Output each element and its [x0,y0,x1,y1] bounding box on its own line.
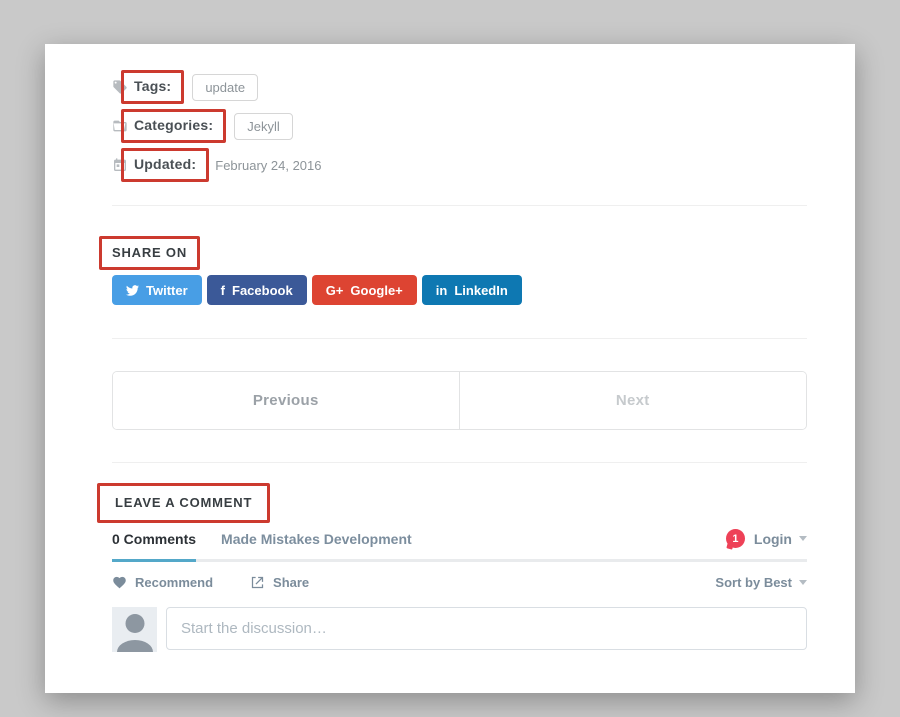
share-buttons-row: Twitter f Facebook G+ Google+ in LinkedI… [112,275,807,305]
comments-action-row: Recommend Share Sort by Best [112,575,807,590]
share-thread-label: Share [273,575,310,590]
annotation-box-updated: Updated: [121,148,210,182]
google-plus-button-label: Google+ [350,282,403,298]
post-footer-card: Tags: update Categories: Jekyll Updated:… [45,44,855,693]
tags-row: Tags: update [112,70,807,104]
chevron-down-icon [799,580,807,585]
twitter-share-button[interactable]: Twitter [112,275,202,305]
previous-post-link[interactable]: Previous [113,372,460,429]
login-notification-badge: 1 [725,529,745,548]
updated-date: February 24, 2016 [215,157,322,173]
comment-composer [112,607,807,652]
sort-by-dropdown[interactable]: Sort by Best [715,575,807,590]
facebook-button-label: Facebook [232,282,293,298]
heart-icon [113,576,126,589]
twitter-bird-icon [126,284,139,297]
divider [112,338,807,339]
share-export-icon [251,576,264,589]
comments-tab-bar [112,559,807,562]
active-tab-underline [112,559,196,562]
leave-a-comment-heading: LEAVE A COMMENT [115,495,253,510]
recommend-label: Recommend [135,575,214,590]
google-plus-share-button[interactable]: G+ Google+ [311,275,417,305]
sort-by-label: Sort by Best [715,575,792,590]
comment-input[interactable] [166,607,807,650]
share-thread-button[interactable]: Share [250,575,309,590]
tags-label: Tags: [134,78,172,94]
chevron-down-icon[interactable] [799,536,807,541]
tag-pill-update[interactable]: update [192,73,259,101]
facebook-f-icon: f [220,282,225,298]
google-plus-icon: G+ [325,282,344,298]
divider [112,205,807,206]
avatar [112,607,157,652]
comments-header: 0 Comments Made Mistakes Development 1 L… [112,529,807,548]
annotation-box-leave-a-comment: LEAVE A COMMENT [97,483,271,523]
community-name: Made Mistakes Development [221,530,412,547]
linkedin-button-label: LinkedIn [454,282,508,298]
annotation-box-categories: Categories: [121,109,227,143]
comment-count: 0 Comments [112,530,197,547]
categories-label: Categories: [134,117,214,133]
facebook-share-button[interactable]: f Facebook [206,275,307,305]
share-on-heading: SHARE ON [112,245,188,260]
recommend-button[interactable]: Recommend [112,575,213,590]
divider [112,462,807,463]
twitter-button-label: Twitter [146,282,188,298]
annotation-box-tags: Tags: [121,70,185,104]
login-menu[interactable]: Login [753,530,792,547]
annotation-box-share-on: SHARE ON [99,236,201,270]
avatar-head-shape [125,614,144,633]
linkedin-share-button[interactable]: in LinkedIn [421,275,522,305]
updated-row: Updated: February 24, 2016 [112,148,807,182]
categories-row: Categories: Jekyll [112,109,807,143]
post-pagination: Previous Next [112,371,807,430]
category-pill-jekyll[interactable]: Jekyll [234,112,293,140]
linkedin-in-icon: in [435,282,448,298]
next-post-link[interactable]: Next [459,372,806,429]
avatar-body-shape [116,640,153,652]
updated-label: Updated: [134,156,197,172]
